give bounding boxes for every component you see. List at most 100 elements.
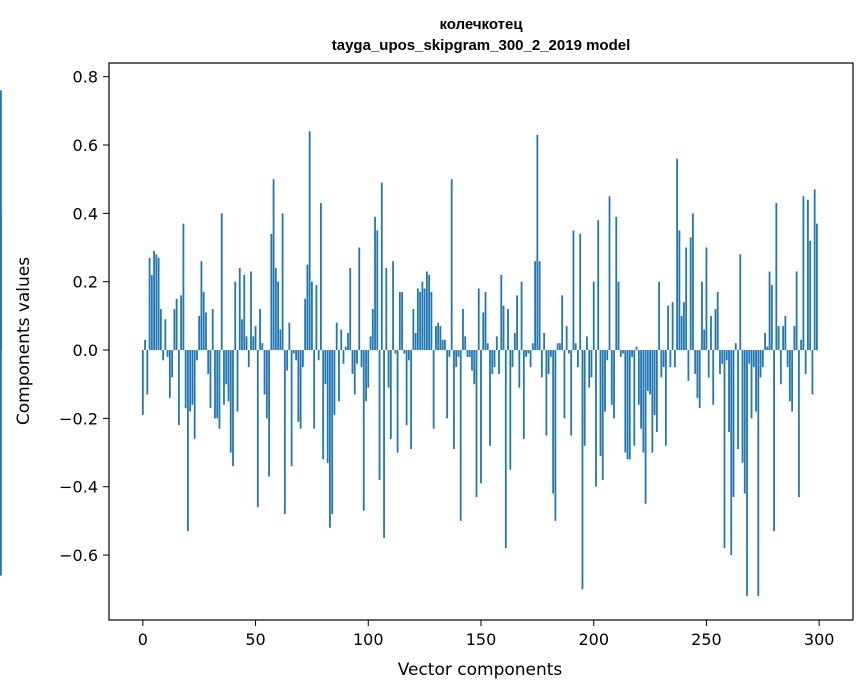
bar [577, 350, 579, 368]
bar [369, 336, 372, 351]
bar [595, 350, 597, 487]
bar [549, 350, 552, 357]
bar [401, 291, 403, 351]
bar [755, 350, 757, 412]
bar [784, 315, 787, 351]
bar [193, 350, 196, 439]
bar [489, 350, 491, 446]
bar [491, 350, 494, 374]
bar [410, 350, 413, 450]
bar [556, 343, 559, 351]
bar [568, 350, 570, 354]
bar [811, 350, 814, 395]
bar [779, 350, 782, 385]
bar [791, 350, 794, 412]
bar [655, 350, 658, 433]
bar [407, 350, 410, 361]
bar [685, 247, 688, 351]
bar [604, 350, 606, 412]
bar [773, 350, 775, 532]
bar [198, 315, 201, 351]
bar [477, 288, 480, 351]
bar [750, 350, 753, 419]
bar [543, 332, 546, 351]
bar [669, 350, 672, 368]
bar [371, 309, 374, 351]
bar [525, 350, 527, 357]
bar [701, 281, 703, 351]
bar [786, 350, 789, 368]
bar [761, 350, 764, 368]
bar [471, 350, 473, 371]
bar [0, 350, 2, 576]
bar [540, 350, 543, 378]
x-tick-label: 150 [466, 630, 497, 649]
bar [320, 203, 322, 351]
bar [297, 350, 300, 422]
bar [216, 350, 219, 419]
bar [565, 326, 568, 351]
bar [180, 295, 183, 351]
bar [358, 247, 361, 351]
bar [238, 268, 241, 351]
bar [414, 332, 417, 351]
bar [640, 350, 642, 429]
bar [606, 350, 609, 361]
bar [225, 350, 228, 385]
bar [171, 350, 174, 378]
bar [579, 233, 582, 351]
bar [207, 350, 210, 374]
bar [378, 350, 381, 480]
bar [166, 350, 169, 357]
bar [547, 350, 550, 374]
plot-frame [108, 62, 854, 621]
bar [624, 350, 627, 453]
bar [365, 350, 367, 402]
bar [329, 350, 331, 528]
y-tick-label: −0.2 [59, 409, 98, 428]
x-tick-label: 0 [138, 630, 148, 649]
bar [261, 343, 264, 351]
bar [250, 271, 252, 351]
bar [531, 343, 534, 351]
bar [696, 350, 699, 398]
bar [425, 271, 428, 351]
bar [678, 230, 681, 351]
bar [159, 309, 162, 351]
bar [182, 223, 185, 351]
bar [338, 350, 340, 402]
bar [254, 326, 257, 351]
bar [252, 336, 255, 351]
bar [205, 312, 207, 351]
x-tick-label: 50 [245, 630, 265, 649]
bar [676, 158, 679, 351]
bar [493, 350, 496, 368]
bar [168, 350, 171, 398]
bar [173, 309, 176, 351]
bar [725, 350, 728, 361]
bar [468, 350, 471, 357]
bar [333, 350, 336, 415]
bar [588, 350, 591, 388]
bar [301, 350, 304, 368]
bar [347, 332, 349, 351]
y-tick-label: 0.8 [73, 68, 98, 87]
bar [362, 350, 365, 511]
bar [807, 199, 809, 351]
x-tick-label: 250 [691, 630, 722, 649]
bar [144, 339, 146, 351]
y-tick-label: 0.2 [73, 273, 98, 292]
bar [398, 291, 401, 351]
bar [394, 350, 397, 354]
bar [367, 350, 370, 388]
y-tick-label: 0.4 [73, 204, 98, 223]
bar [615, 216, 618, 351]
bar [376, 230, 379, 351]
bar [622, 350, 624, 354]
x-axis-ticks: 0 50 100 150 200 250 300 [138, 620, 834, 649]
bar [387, 350, 390, 388]
bar [644, 350, 647, 504]
bar [746, 350, 748, 597]
bar [423, 288, 426, 351]
